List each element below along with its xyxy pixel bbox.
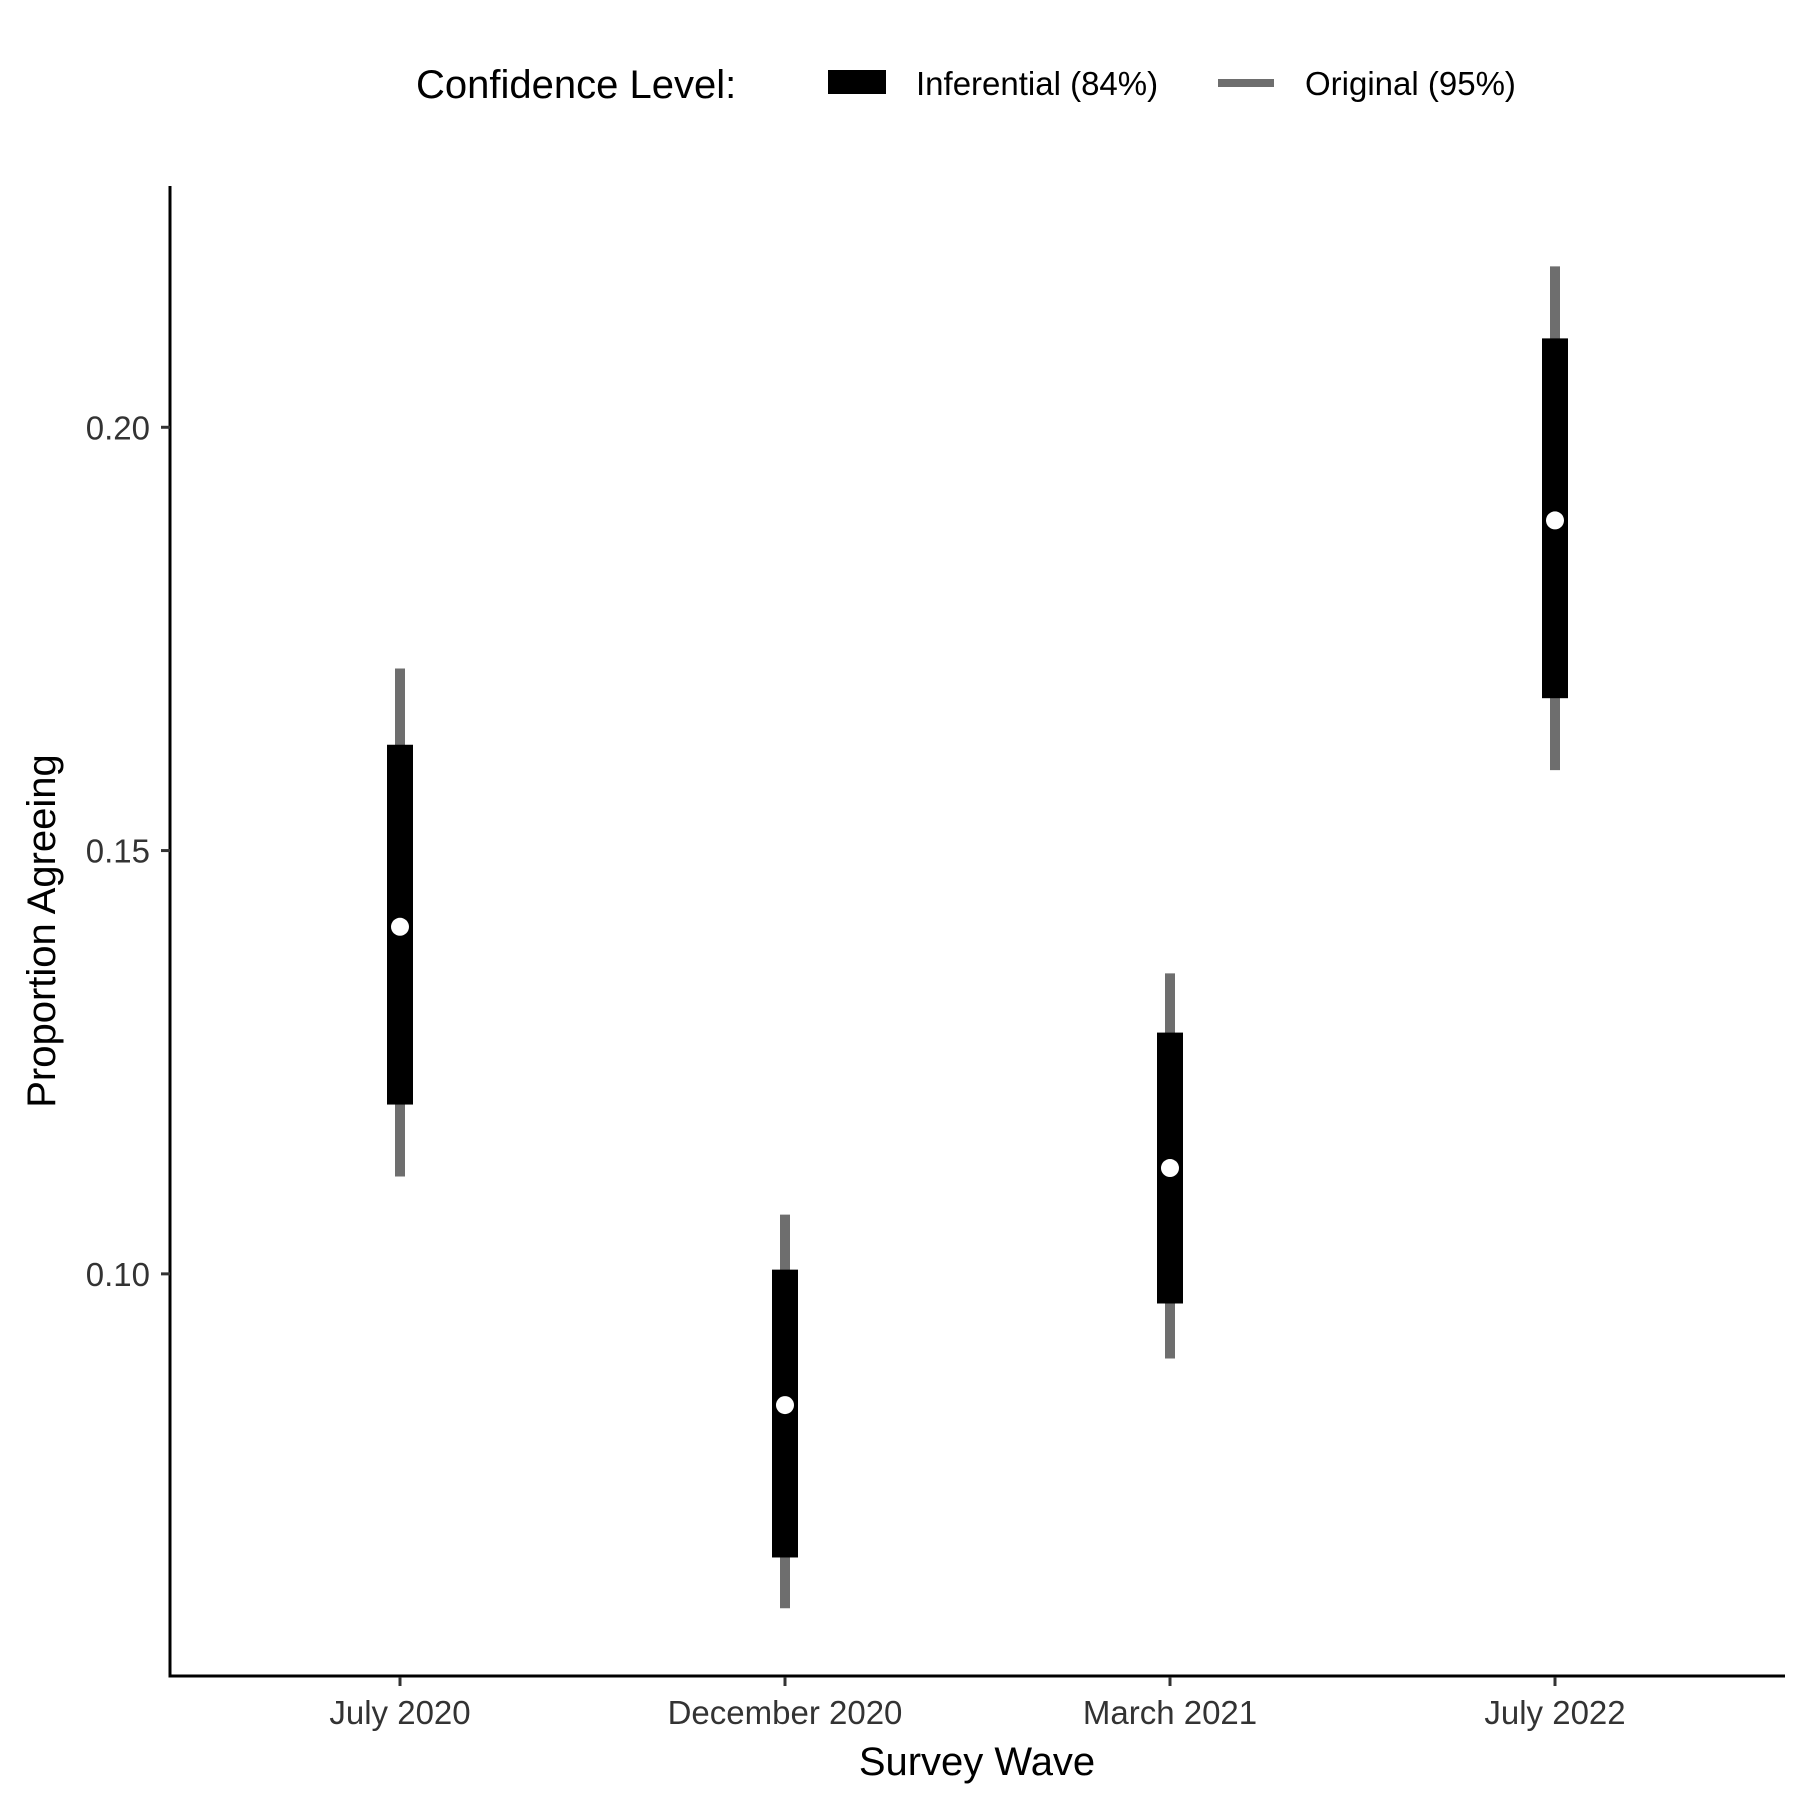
x-tick-label: July 2020 [329, 1694, 470, 1731]
y-axis-title: Proportion Agreeing [20, 754, 64, 1108]
point-estimate [1161, 1159, 1179, 1178]
point-estimate [1546, 511, 1564, 530]
x-tick-label: December 2020 [668, 1694, 903, 1731]
legend-key-inferential [828, 70, 886, 94]
legend-key-original [1218, 79, 1274, 87]
y-tick-label: 0.10 [86, 1256, 150, 1293]
y-tick-label: 0.15 [86, 833, 150, 870]
x-tick-label: July 2022 [1484, 1694, 1625, 1731]
legend-label-inferential: Inferential (84%) [916, 65, 1158, 102]
x-axis-title: Survey Wave [859, 1740, 1095, 1784]
legend-label-original: Original (95%) [1305, 65, 1516, 102]
data-marks [387, 266, 1568, 1609]
y-tick-label: 0.20 [86, 409, 150, 446]
y-ticks: 0.10 0.15 0.20 [86, 409, 170, 1293]
x-ticks: July 2020 December 2020 March 2021 July 202… [329, 1677, 1626, 1731]
legend-title: Confidence Level: [416, 63, 736, 107]
point-estimate [391, 917, 409, 936]
x-tick-label: March 2021 [1083, 1694, 1257, 1731]
point-estimate [776, 1396, 794, 1415]
legend: Confidence Level: Inferential (84%) Orig… [416, 63, 1516, 107]
